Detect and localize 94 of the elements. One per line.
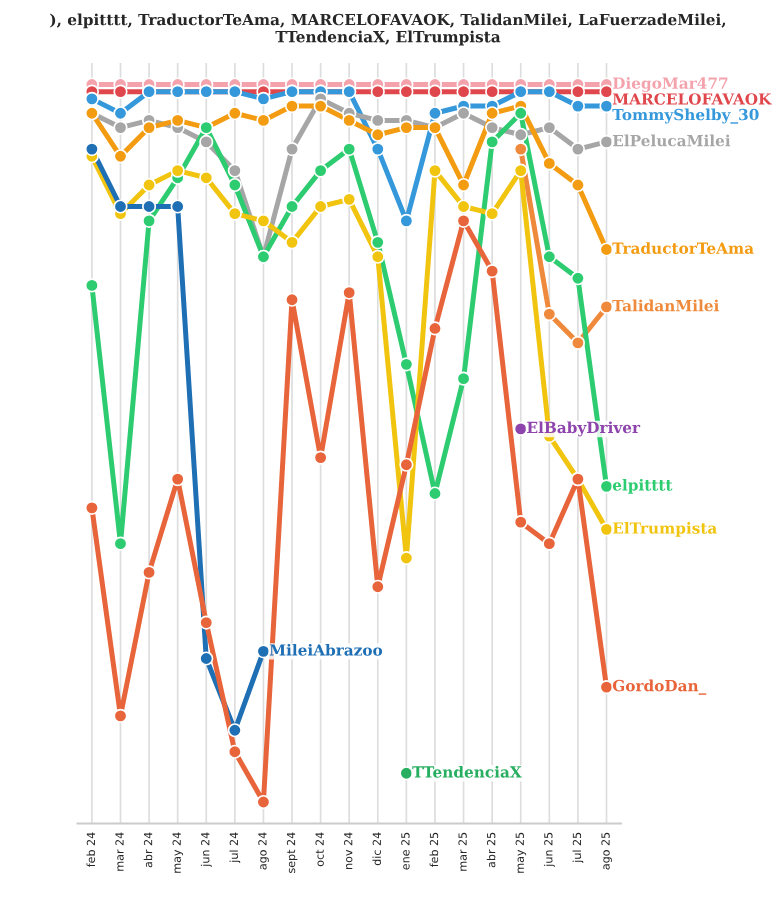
point (199, 134, 214, 150)
point (427, 486, 443, 501)
point (456, 199, 471, 214)
point (485, 106, 500, 121)
point (427, 106, 443, 121)
point (113, 84, 128, 99)
point (84, 91, 99, 106)
point (370, 127, 385, 142)
point (170, 163, 185, 178)
point (141, 177, 157, 193)
point (427, 84, 443, 99)
point (284, 142, 300, 157)
point (399, 457, 414, 472)
point (399, 357, 414, 372)
point (227, 744, 242, 759)
point (542, 249, 557, 264)
point (284, 292, 300, 307)
point (256, 213, 271, 228)
point (84, 500, 99, 515)
point (313, 98, 328, 114)
point (113, 708, 128, 723)
point (456, 177, 471, 193)
point (513, 163, 528, 178)
point (427, 321, 443, 336)
point (141, 565, 157, 580)
point (227, 723, 242, 738)
point (570, 271, 586, 286)
point (570, 177, 586, 193)
point (456, 213, 471, 228)
point (399, 120, 414, 135)
point (199, 170, 214, 185)
point (370, 113, 385, 128)
point (570, 335, 586, 350)
point (513, 515, 528, 530)
point (227, 163, 242, 178)
point (256, 794, 271, 810)
point (113, 106, 128, 121)
point (113, 149, 128, 164)
point (256, 91, 271, 106)
point (513, 421, 528, 436)
point (370, 84, 385, 99)
point (570, 84, 586, 99)
point (485, 134, 500, 150)
point (570, 142, 586, 157)
point (199, 651, 214, 666)
point (485, 263, 500, 279)
point (170, 199, 185, 214)
point (342, 285, 357, 300)
point (542, 120, 557, 135)
point (342, 192, 357, 207)
point (342, 142, 357, 157)
point (542, 156, 557, 171)
point (284, 235, 300, 250)
point (399, 550, 414, 566)
point (227, 177, 242, 193)
point (399, 213, 414, 228)
point (284, 98, 300, 114)
point (141, 120, 157, 135)
point (542, 536, 557, 551)
point (141, 199, 157, 214)
point (84, 278, 99, 293)
point (313, 163, 328, 178)
point (370, 142, 385, 157)
point (199, 615, 214, 630)
point (227, 206, 242, 221)
point (427, 163, 443, 178)
point (513, 142, 528, 157)
point (256, 113, 271, 128)
point (456, 371, 471, 386)
point (113, 536, 128, 551)
point (485, 84, 500, 99)
point (342, 113, 357, 128)
point (370, 579, 385, 594)
point (84, 142, 99, 157)
point (513, 106, 528, 121)
point (542, 307, 557, 322)
point (113, 199, 128, 214)
point (456, 106, 471, 121)
point (485, 206, 500, 221)
point (284, 199, 300, 214)
point (313, 199, 328, 214)
point (399, 84, 414, 99)
point (313, 450, 328, 465)
point (370, 235, 385, 250)
point (227, 106, 242, 121)
point (141, 213, 157, 228)
point (485, 120, 500, 135)
point (170, 472, 185, 487)
point (513, 127, 528, 142)
point (113, 120, 128, 135)
point (170, 113, 185, 128)
point (370, 249, 385, 264)
point (570, 98, 586, 114)
point (456, 84, 471, 99)
